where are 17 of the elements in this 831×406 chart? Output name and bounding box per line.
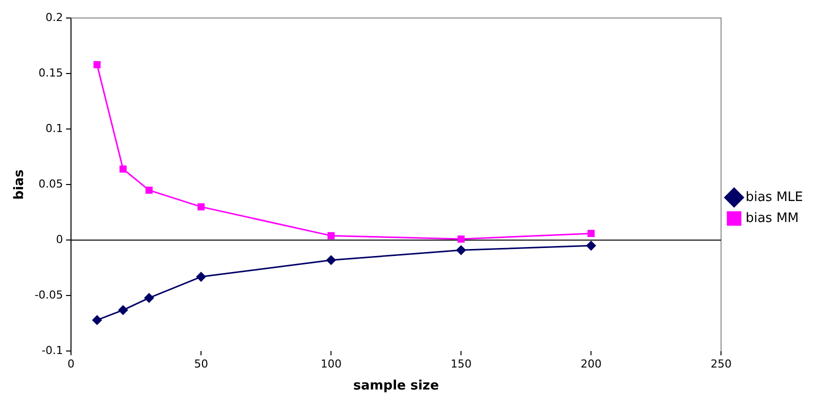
y-tick-label: -0.1 xyxy=(42,344,64,358)
y-tick-label: 0.15 xyxy=(38,66,64,80)
x-tick-label: 0 xyxy=(68,358,75,371)
legend-label: bias MLE xyxy=(746,190,804,205)
y-axis-title: bias xyxy=(12,169,28,200)
y-tick-label: -0.05 xyxy=(34,288,64,302)
y-tick-label: 0.1 xyxy=(46,122,64,135)
y-tick-label: 0.2 xyxy=(46,10,64,24)
y-tick-label: 0 xyxy=(56,232,64,246)
legend-label: bias MM xyxy=(746,210,799,226)
y-tick-label: 0.05 xyxy=(38,177,64,190)
x-tick-label: 250 xyxy=(710,358,732,371)
x-tick-label: 200 xyxy=(580,358,602,371)
x-tick-label: 100 xyxy=(320,358,342,371)
x-tick-label: 50 xyxy=(194,358,208,371)
x-axis-title: sample size xyxy=(353,378,440,394)
x-tick-label: 150 xyxy=(450,358,472,371)
